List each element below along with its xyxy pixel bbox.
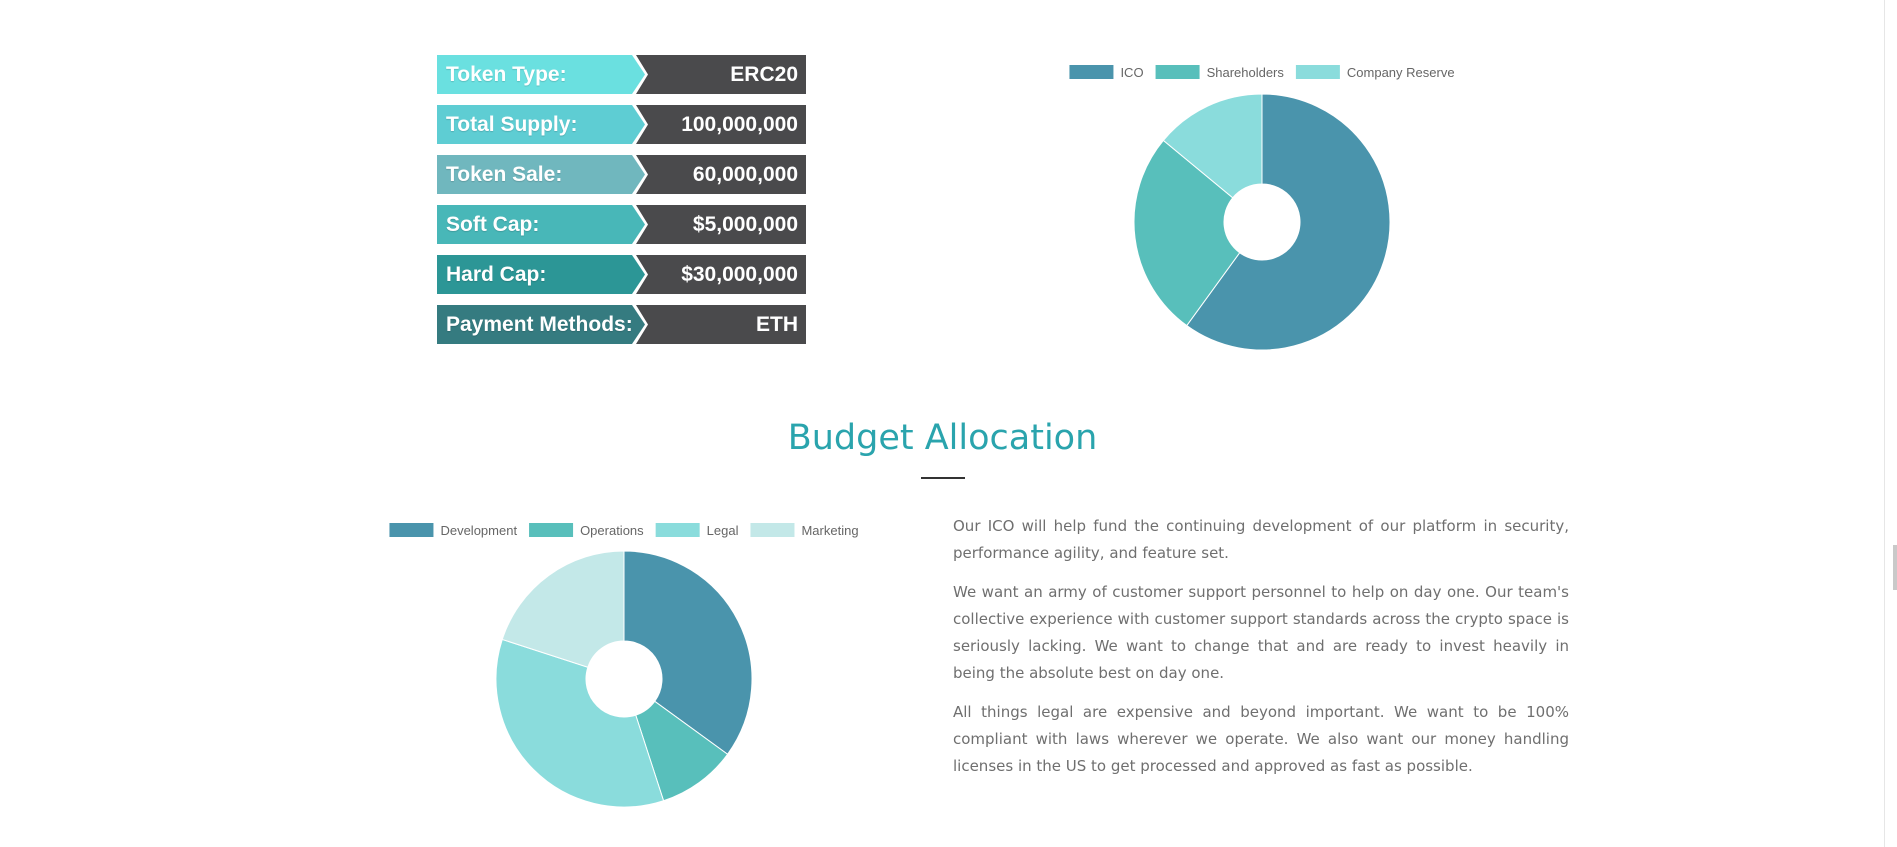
token-distribution-svg: ICO Shareholders Company Reserve — [1069, 65, 1455, 351]
token-info-value: ERC20 — [636, 55, 806, 94]
pie-slice[interactable] — [1162, 93, 1263, 199]
legend-swatch[interactable] — [529, 523, 574, 537]
token-info-row: Payment Methods: ETH — [437, 305, 806, 344]
token-info-value: $5,000,000 — [636, 205, 806, 244]
token-info-row: Soft Cap: $5,000,000 — [437, 205, 806, 244]
pie-slice[interactable] — [495, 638, 665, 808]
token-info-value: $30,000,000 — [636, 255, 806, 294]
legend-swatch[interactable] — [389, 523, 434, 537]
legend-label: Legal — [707, 523, 739, 538]
token-info-row: Hard Cap: $30,000,000 — [437, 255, 806, 294]
pie-slice[interactable] — [1186, 93, 1391, 351]
token-info-row: Total Supply: 100,000,000 — [437, 105, 806, 144]
token-info-label: Token Sale: — [437, 155, 645, 194]
budget-allocation-chart: Development Operations Legal Marketing — [380, 515, 860, 815]
pie-slice[interactable] — [1133, 139, 1241, 327]
pie-slice[interactable] — [501, 550, 625, 668]
legend-swatch[interactable] — [750, 523, 795, 537]
scrollbar-thumb[interactable] — [1893, 545, 1897, 590]
legend-label: Marketing — [801, 523, 858, 538]
legend-label: Development — [440, 523, 517, 538]
token-info-label: Payment Methods: — [437, 305, 645, 344]
budget-allocation-title: Budget Allocation — [787, 418, 1098, 458]
page-scrollbar[interactable] — [1884, 0, 1897, 847]
budget-description: Our ICO will help fund the continuing de… — [953, 513, 1569, 792]
token-info-label: Hard Cap: — [437, 255, 645, 294]
budget-paragraph-support: We want an army of customer support pers… — [953, 583, 1569, 682]
token-info-row: Token Sale: 60,000,000 — [437, 155, 806, 194]
legend-label: Operations — [580, 523, 644, 538]
title-divider — [921, 477, 965, 479]
budget-paragraph-legal: All things legal are expensive and beyon… — [953, 703, 1569, 775]
pie-slice[interactable] — [623, 550, 753, 755]
token-info-label: Token Type: — [437, 55, 645, 94]
budget-paragraph-development: Our ICO will help fund the continuing de… — [953, 517, 1569, 562]
token-info-row: Token Type: ERC20 — [437, 55, 806, 94]
token-info-table: Token Type: ERC20 Total Supply: 100,000,000… — [437, 55, 806, 355]
legend-label: Shareholders — [1207, 65, 1285, 80]
legend-swatch[interactable] — [655, 523, 700, 537]
legend-label: ICO — [1120, 65, 1143, 80]
legend-label: Company Reserve — [1347, 65, 1455, 80]
legend-swatch[interactable] — [1155, 65, 1200, 79]
token-info-label: Soft Cap: — [437, 205, 645, 244]
token-info-value: 60,000,000 — [636, 155, 806, 194]
token-distribution-chart: ICO Shareholders Company Reserve — [1050, 58, 1455, 358]
token-info-label: Total Supply: — [437, 105, 645, 144]
token-info-value: ETH — [636, 305, 806, 344]
token-info-value: 100,000,000 — [636, 105, 806, 144]
legend-swatch[interactable] — [1069, 65, 1114, 79]
budget-allocation-svg: Development Operations Legal Marketing — [389, 523, 859, 808]
legend-swatch[interactable] — [1295, 65, 1340, 79]
